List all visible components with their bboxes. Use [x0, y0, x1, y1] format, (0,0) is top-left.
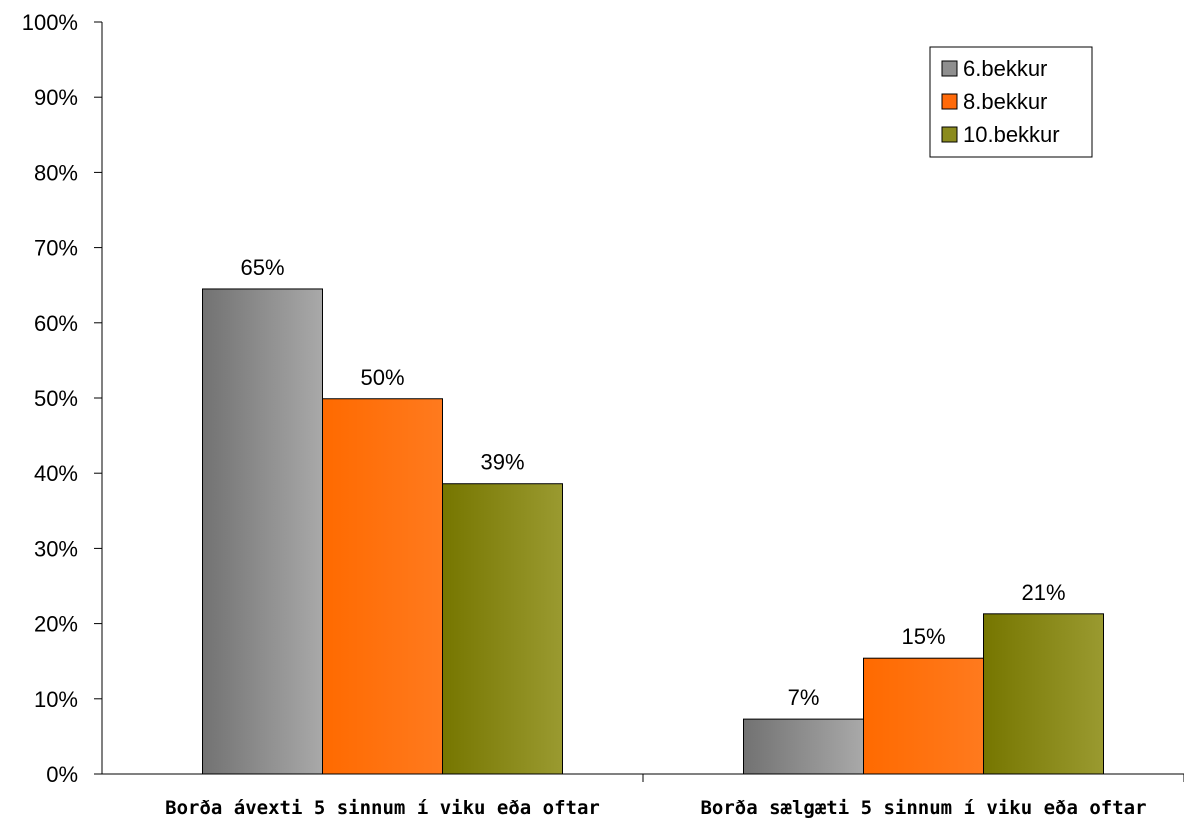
- legend-label: 6.bekkur: [963, 56, 1047, 81]
- data-label: 50%: [360, 365, 404, 390]
- bar: [863, 657, 984, 775]
- y-tick-label: 30%: [34, 536, 78, 561]
- y-tick-label: 20%: [34, 612, 78, 637]
- data-label: 21%: [1021, 580, 1065, 605]
- legend-label: 8.bekkur: [963, 89, 1047, 114]
- data-label: 65%: [240, 255, 284, 280]
- bars: [202, 288, 1104, 775]
- data-label: 39%: [480, 450, 524, 475]
- bar: [202, 288, 323, 775]
- x-category-label: Borða sælgæti 5 sinnum í viku eða oftar: [700, 797, 1146, 819]
- legend-swatch: [941, 93, 958, 110]
- bar: [442, 483, 563, 775]
- legend-swatch: [941, 60, 958, 77]
- data-label: 15%: [901, 624, 945, 649]
- data-label: 7%: [788, 685, 820, 710]
- bar: [983, 613, 1104, 775]
- bar: [743, 718, 864, 775]
- category-labels: Borða ávexti 5 sinnum í viku eða oftar Bo…: [165, 797, 1146, 819]
- y-tick-label: 80%: [34, 160, 78, 185]
- y-tick-label: 70%: [34, 236, 78, 261]
- x-category-label: Borða ávexti 5 sinnum í viku eða oftar: [165, 797, 600, 819]
- y-tick-label: 100%: [22, 10, 78, 35]
- bar: [322, 398, 443, 775]
- y-tick-label: 60%: [34, 311, 78, 336]
- y-tick-label: 0%: [46, 762, 78, 787]
- legend: 6.bekkur 8.bekkur 10.bekkur: [929, 46, 1093, 158]
- y-tick-label: 90%: [34, 85, 78, 110]
- legend-label: 10.bekkur: [963, 122, 1060, 147]
- data-labels: 65% 50% 39% 7% 15% 21%: [240, 255, 1065, 710]
- legend-swatch: [941, 126, 958, 143]
- y-tick-label: 50%: [34, 386, 78, 411]
- y-tick-label: 10%: [34, 687, 78, 712]
- axes: 0% 10% 20% 30% 40% 50% 60% 70% 80% 90% 100%: [22, 10, 1184, 787]
- y-tick-label: 40%: [34, 461, 78, 486]
